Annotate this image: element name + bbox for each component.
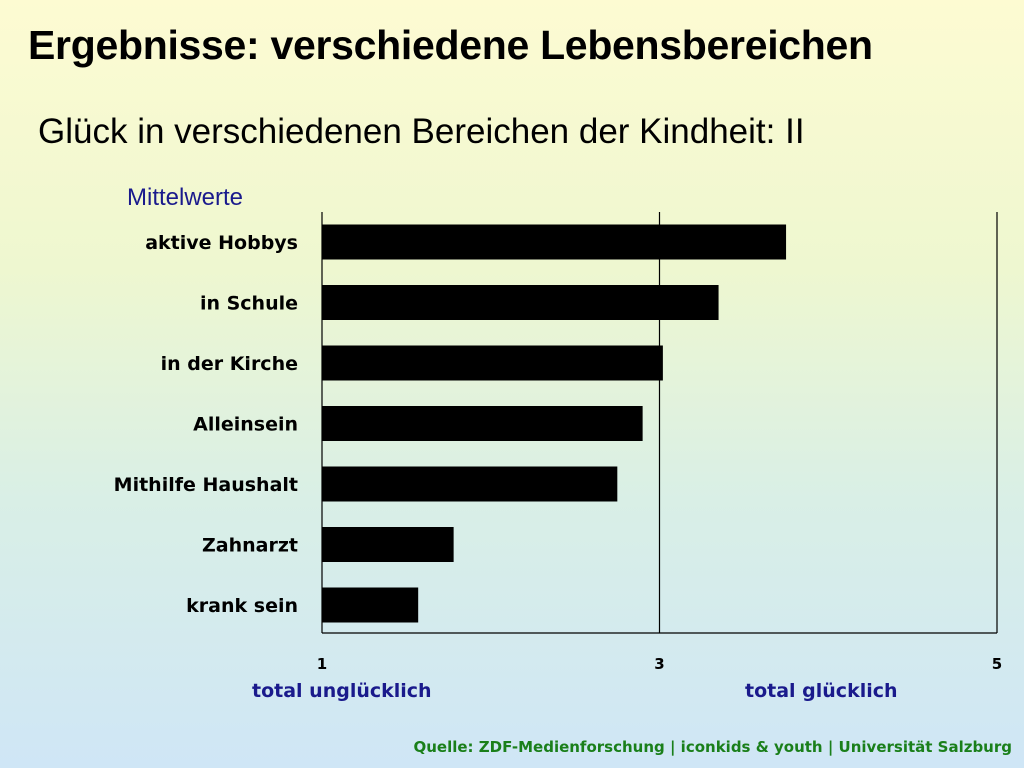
bar-6 (322, 587, 419, 623)
x-tick-label-3: 3 (654, 655, 664, 673)
bar-4 (322, 466, 618, 502)
x-max-label: total glücklich (745, 680, 898, 702)
x-tick-label-5: 5 (992, 655, 1002, 673)
bar-5 (322, 527, 454, 562)
category-label-3: Alleinsein (193, 414, 298, 436)
x-min-label: total unglücklich (252, 680, 432, 702)
category-label-4: Mithilfe Haushalt (114, 474, 298, 496)
bar-1 (322, 285, 719, 320)
bar-2 (322, 345, 663, 381)
page-subtitle: Glück in verschiedenen Bereichen der Kin… (38, 112, 805, 151)
category-label-0: aktive Hobbys (145, 232, 298, 254)
bar-3 (322, 406, 643, 441)
category-label-6: krank sein (186, 595, 298, 617)
category-label-5: Zahnarzt (202, 535, 298, 557)
page-title: Ergebnisse: verschiedene Lebensbereichen (28, 22, 873, 68)
value-unit-label: Mittelwerte (127, 184, 244, 211)
x-tick-label-1: 1 (317, 655, 327, 673)
bar-0 (322, 224, 787, 260)
category-label-2: in der Kirche (161, 353, 298, 375)
source-note: Quelle: ZDF-Medienforschung | iconkids &… (413, 738, 1012, 756)
category-label-1: in Schule (200, 293, 298, 315)
